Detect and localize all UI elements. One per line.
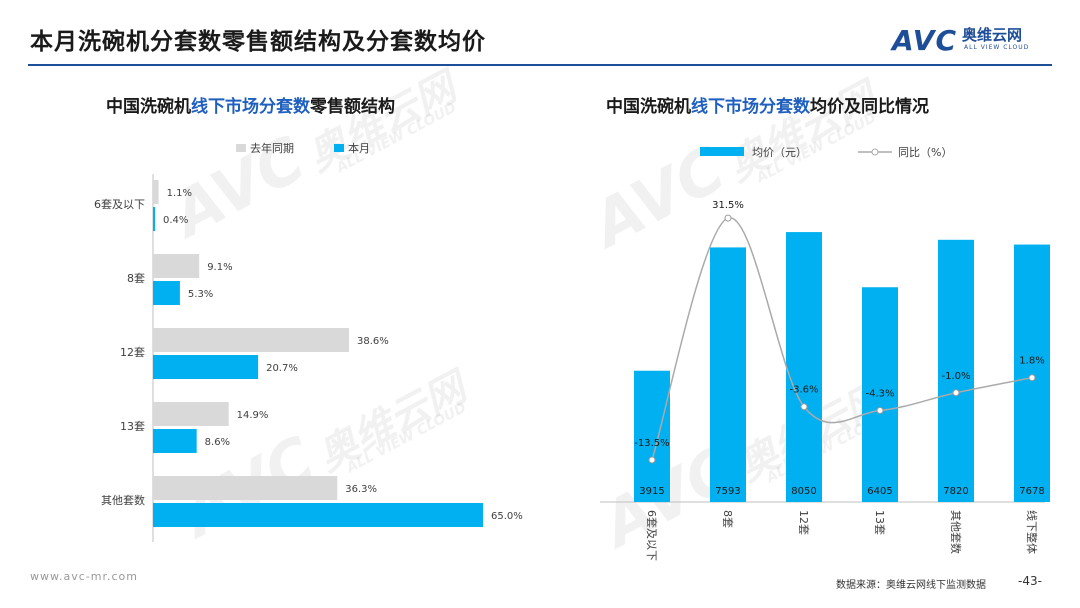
category-label: 其他套数 <box>949 510 962 554</box>
left-chart-title: 中国洗碗机线下市场分套数零售额结构 <box>106 92 395 117</box>
yoy-line <box>651 217 1033 461</box>
footer-url: www.avc-mr.com <box>30 570 138 583</box>
bar <box>153 281 180 305</box>
bar <box>153 429 197 453</box>
line-point <box>952 389 960 397</box>
title-divider <box>28 64 1052 66</box>
legend-swatch <box>334 144 344 152</box>
line-point <box>724 214 732 222</box>
bar <box>1014 244 1050 502</box>
data-label: 0.4% <box>163 215 188 226</box>
right-combo-chart: 均价（元） 同比（%） 3915 7593 8050 6405 7820 7678 6套及以下 8… <box>600 146 1050 561</box>
category-label: 6套及以下 <box>645 510 658 561</box>
bar <box>786 232 822 502</box>
legend-label: 去年同期 <box>250 141 294 155</box>
legend-label: 本月 <box>348 141 370 155</box>
left-title-pre: 中国洗碗机 <box>106 97 191 117</box>
legend-swatch <box>700 147 744 156</box>
legend-label: 同比（%） <box>898 146 952 159</box>
right-chart-title: 中国洗碗机线下市场分套数均价及同比情况 <box>606 92 929 117</box>
data-label: 65.0% <box>491 511 523 522</box>
line-point <box>800 403 808 411</box>
bar <box>938 239 974 503</box>
line-value-label: -3.6% <box>789 385 818 396</box>
footer-source: 数据来源：奥维云网线下监测数据 <box>836 580 986 591</box>
line-value-label: -13.5% <box>634 438 669 449</box>
category-label: 13套 <box>873 510 886 535</box>
bar <box>153 503 483 527</box>
data-label: 5.3% <box>188 289 213 300</box>
left-title-post: 零售额结构 <box>310 97 395 117</box>
bar <box>153 476 338 500</box>
category-label: 6套及以下 <box>94 198 145 211</box>
data-label: 36.3% <box>345 484 377 495</box>
line-value-label: 31.5% <box>712 200 744 211</box>
category-label: 其他套数 <box>101 494 145 507</box>
bar-value-label: 7820 <box>943 486 968 497</box>
bar <box>153 402 229 426</box>
bar <box>710 247 746 502</box>
bar-value-label: 7593 <box>715 486 740 497</box>
right-title-highlight: 线下市场分套数 <box>691 97 810 117</box>
category-label: 12套 <box>797 510 810 535</box>
bar <box>153 355 259 379</box>
bar-value-label: 7678 <box>1019 486 1044 497</box>
data-label: 1.1% <box>167 188 192 199</box>
line-point <box>648 456 656 464</box>
left-title-highlight: 线下市场分套数 <box>191 97 310 117</box>
bar <box>634 370 670 502</box>
logo-mark: AVC <box>892 24 957 57</box>
bar <box>153 328 349 352</box>
logo-en-name: ALL VIEW CLOUD <box>964 44 1030 51</box>
bar-value-label: 3915 <box>639 486 664 497</box>
bar <box>153 207 156 231</box>
category-label: 8套 <box>721 510 734 528</box>
line-point <box>876 406 884 414</box>
avc-logo: AVC 奥维云网 ALL VIEW CLOUD <box>892 24 1057 58</box>
page-title: 本月洗碗机分套数零售额结构及分套数均价 <box>30 29 486 55</box>
right-title-post: 均价及同比情况 <box>810 97 929 117</box>
line-value-label: -4.3% <box>865 388 894 399</box>
category-label: 12套 <box>120 346 145 359</box>
bar <box>153 254 200 278</box>
logo-cn-name: 奥维云网 <box>962 26 1023 44</box>
page-number: -43- <box>1018 574 1042 588</box>
left-bar-chart: 去年同期 本月 6套及以下 1.1% 0.4% 8套 9.1% 5.3% 12套 38.6% 20.… <box>94 141 523 542</box>
bar-value-label: 6405 <box>867 486 892 497</box>
line-value-label: -1.0% <box>941 371 970 382</box>
right-title-pre: 中国洗碗机 <box>606 97 691 117</box>
bar <box>862 287 898 502</box>
data-label: 8.6% <box>205 437 230 448</box>
data-label: 9.1% <box>207 262 232 273</box>
data-label: 14.9% <box>237 410 269 421</box>
legend-swatch <box>236 144 246 152</box>
category-label: 8套 <box>127 272 145 285</box>
legend-marker <box>871 148 879 156</box>
bar-value-label: 8050 <box>791 486 816 497</box>
line-point <box>1028 374 1036 382</box>
line-value-label: 1.8% <box>1019 356 1044 367</box>
legend-label: 均价（元） <box>752 146 807 159</box>
category-label: 13套 <box>120 420 145 433</box>
category-label: 线下整体 <box>1025 510 1039 554</box>
data-label: 20.7% <box>266 363 298 374</box>
data-label: 38.6% <box>357 336 389 347</box>
bar <box>153 180 159 204</box>
